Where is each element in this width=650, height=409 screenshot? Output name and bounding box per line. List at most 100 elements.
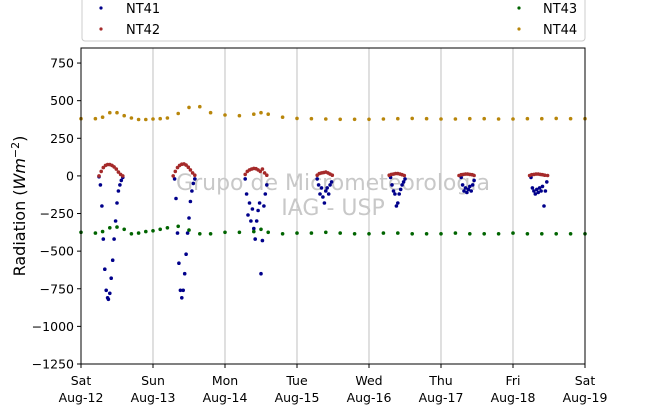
data-point-nt41 xyxy=(118,183,122,187)
data-point-nt41 xyxy=(393,192,397,196)
data-point-nt41 xyxy=(185,231,190,235)
y-tick-label: −250 xyxy=(40,206,74,221)
data-point-nt41 xyxy=(109,276,113,281)
data-point-nt41 xyxy=(401,180,406,184)
data-point-nt41 xyxy=(116,189,121,193)
data-point-nt41 xyxy=(396,201,400,205)
legend-entry-nt43: NT43 xyxy=(517,2,577,17)
data-point-nt43 xyxy=(165,226,170,230)
data-point-nt41 xyxy=(103,267,107,272)
data-point-nt41 xyxy=(104,288,108,293)
data-point-nt44 xyxy=(324,117,328,121)
data-point-nt44 xyxy=(208,110,213,115)
data-point-nt44 xyxy=(338,117,343,122)
data-point-nt43 xyxy=(424,232,429,236)
data-point-nt42 xyxy=(190,171,195,175)
data-point-nt43 xyxy=(176,224,180,229)
data-point-nt42 xyxy=(188,168,193,172)
data-point-nt43 xyxy=(100,229,105,234)
data-point-nt43 xyxy=(237,230,242,235)
data-points xyxy=(79,104,587,302)
data-point-nt44 xyxy=(100,115,105,119)
x-tick-label-day: Sat xyxy=(71,373,92,388)
x-tick-label-day: Tue xyxy=(285,373,308,388)
data-point-nt41 xyxy=(394,204,399,208)
x-tick-label-day: Sat xyxy=(575,373,596,388)
data-point-nt43 xyxy=(151,229,155,233)
data-point-nt44 xyxy=(496,117,501,121)
data-point-nt44 xyxy=(151,117,155,121)
data-point-nt43 xyxy=(280,232,285,236)
data-point-nt43 xyxy=(381,231,386,235)
data-point-nt44 xyxy=(252,112,256,116)
data-point-nt41 xyxy=(252,226,256,231)
data-point-nt42 xyxy=(99,169,103,174)
y-tick-label: 500 xyxy=(50,93,74,108)
data-point-nt42 xyxy=(112,165,116,169)
data-point-nt43 xyxy=(93,231,98,235)
x-axis: Sat Aug-12 Sun Aug-13 Mon Aug-14 Tue Aug-15 Wed A… xyxy=(59,364,607,405)
data-point-nt42 xyxy=(402,173,407,178)
data-point-nt44 xyxy=(381,117,386,121)
data-point-nt41 xyxy=(110,258,115,263)
data-point-nt44 xyxy=(309,116,314,121)
data-point-nt42 xyxy=(114,167,119,171)
data-point-nt44 xyxy=(468,116,472,121)
data-point-nt43 xyxy=(187,228,191,232)
x-tick-label-day: Mon xyxy=(212,373,238,388)
data-point-nt44 xyxy=(108,110,112,115)
data-point-nt41 xyxy=(318,192,322,196)
legend-label-nt44: NT44 xyxy=(543,23,577,38)
x-tick-label-date: Aug-13 xyxy=(131,390,176,405)
data-point-nt41 xyxy=(532,189,536,193)
data-point-nt42 xyxy=(171,174,175,178)
data-point-nt42 xyxy=(116,170,121,174)
legend-label-nt41: NT41 xyxy=(126,2,160,17)
data-point-nt41 xyxy=(100,204,104,208)
data-point-nt42 xyxy=(545,173,550,178)
data-point-nt41 xyxy=(465,190,469,195)
data-point-nt41 xyxy=(108,291,112,296)
data-point-nt41 xyxy=(390,183,394,187)
data-point-nt44 xyxy=(525,116,530,121)
data-point-nt43 xyxy=(410,232,415,236)
data-point-nt41 xyxy=(263,192,268,196)
legend-marker-nt44 xyxy=(517,27,521,31)
data-point-nt43 xyxy=(525,232,530,236)
data-point-nt42 xyxy=(243,172,247,177)
plot-frame xyxy=(80,47,586,365)
legend-marker-nt42 xyxy=(99,27,103,31)
data-point-nt43 xyxy=(511,231,515,235)
data-point-nt41 xyxy=(190,189,194,193)
data-point-nt41 xyxy=(254,219,259,223)
x-tick-label-day: Fri xyxy=(506,373,521,388)
data-point-nt43 xyxy=(568,232,573,236)
data-point-nt41 xyxy=(397,192,402,196)
y-axis-label-unit: Wm xyxy=(10,158,29,189)
x-tick-label-day: Sun xyxy=(141,373,165,388)
y-axis-label-suffix: ) xyxy=(10,136,29,142)
data-point-nt41 xyxy=(265,183,269,187)
data-point-nt41 xyxy=(400,183,404,187)
data-point-nt44 xyxy=(295,116,299,121)
data-point-nt44 xyxy=(136,117,141,122)
x-tick-label-day: Thu xyxy=(428,373,452,388)
legend-box xyxy=(81,0,586,42)
data-point-nt43 xyxy=(122,227,126,232)
legend-entry-nt41: NT41 xyxy=(99,2,160,17)
series-nt43 xyxy=(79,224,587,236)
data-point-nt42 xyxy=(121,174,125,178)
legend-entry-nt44: NT44 xyxy=(517,23,577,38)
y-tick-label: 750 xyxy=(50,56,74,71)
y-tick-label: 250 xyxy=(50,131,74,146)
data-point-nt44 xyxy=(122,113,126,118)
data-point-nt41 xyxy=(472,178,476,183)
x-tick-label-date: Aug-18 xyxy=(491,390,536,405)
x-tick-label-date: Aug-16 xyxy=(347,390,392,405)
data-point-nt44 xyxy=(367,117,371,122)
x-tick-label-date: Aug-14 xyxy=(203,390,248,405)
data-point-nt44 xyxy=(280,115,285,119)
series-nt42 xyxy=(97,162,550,178)
data-point-nt42 xyxy=(101,165,106,170)
data-point-nt41 xyxy=(250,207,255,211)
